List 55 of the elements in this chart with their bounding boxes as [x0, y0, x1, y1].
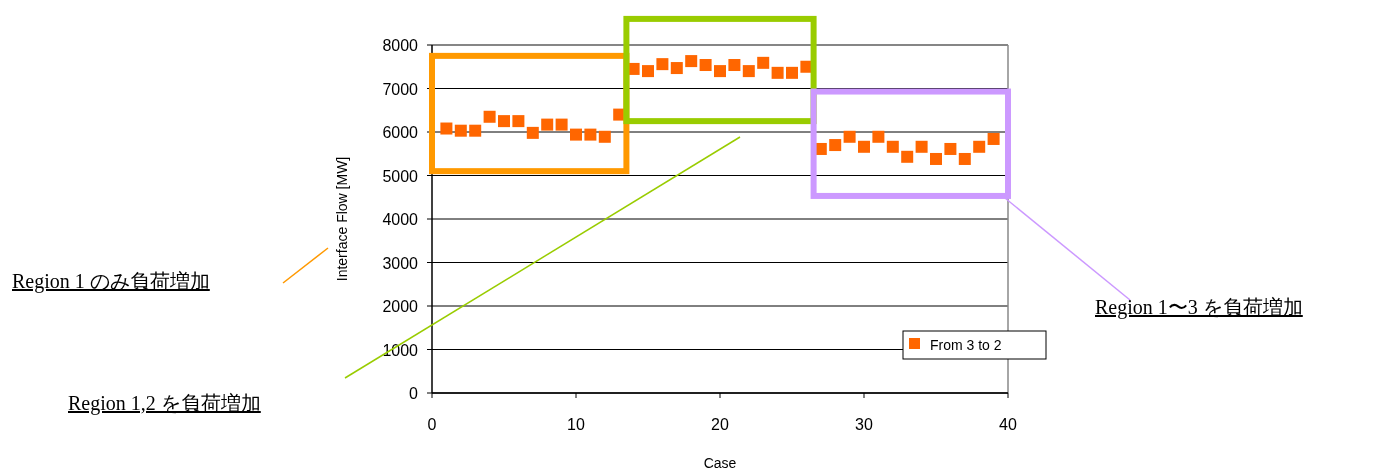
text: Region 1,2 を負荷増加 [68, 392, 261, 415]
point [685, 55, 698, 68]
y-tick-label: 4000 [382, 211, 419, 228]
point [786, 66, 798, 79]
point [829, 139, 842, 152]
point [771, 66, 784, 79]
y-tick-label: 2000 [382, 298, 419, 315]
x-tick-label: 0 [427, 416, 437, 433]
point [498, 115, 510, 128]
point [714, 65, 726, 78]
point [728, 59, 741, 72]
x-axis-title: Case [703, 455, 737, 471]
point [915, 140, 928, 153]
point [526, 126, 539, 139]
point [901, 150, 914, 163]
x-tick-label: 20 [711, 416, 729, 433]
legend: From 3 to 2 [902, 330, 1047, 360]
y-tick-label: 5000 [382, 167, 419, 185]
y-tick-label: 6000 [382, 124, 419, 141]
point [987, 132, 1000, 145]
y-axis-title: Interface Flow [MW] [334, 156, 350, 282]
x-tick-label: 10 [567, 416, 585, 433]
y-tick-label: 3000 [382, 254, 419, 272]
y-tick-label: 8000 [382, 37, 419, 54]
x-tick-label: 30 [855, 416, 873, 433]
point [642, 65, 654, 78]
point [598, 130, 611, 143]
legend-label: From 3 to 2 [930, 337, 1002, 353]
point [958, 152, 971, 165]
point [469, 124, 482, 137]
point [555, 118, 568, 131]
point [872, 130, 885, 143]
point [886, 140, 899, 153]
point [973, 140, 986, 153]
point [570, 128, 582, 141]
point [858, 140, 870, 153]
point [440, 122, 453, 135]
y-tick-label: 0 [409, 385, 419, 402]
point [656, 58, 669, 71]
point [757, 56, 770, 69]
point [541, 118, 554, 131]
x-tick-label: 40 [999, 416, 1017, 433]
point [930, 152, 942, 165]
point [843, 130, 856, 143]
point [944, 142, 957, 155]
point [483, 110, 496, 123]
point [584, 128, 597, 141]
point [670, 62, 683, 75]
text: Region 1 のみ負荷増加 [12, 270, 210, 293]
point [742, 65, 755, 78]
point [699, 59, 712, 72]
point [512, 115, 525, 128]
text: Region 1〜3 を負荷増加 [1095, 296, 1303, 319]
y-tick-label: 7000 [382, 80, 419, 98]
point [454, 124, 467, 137]
